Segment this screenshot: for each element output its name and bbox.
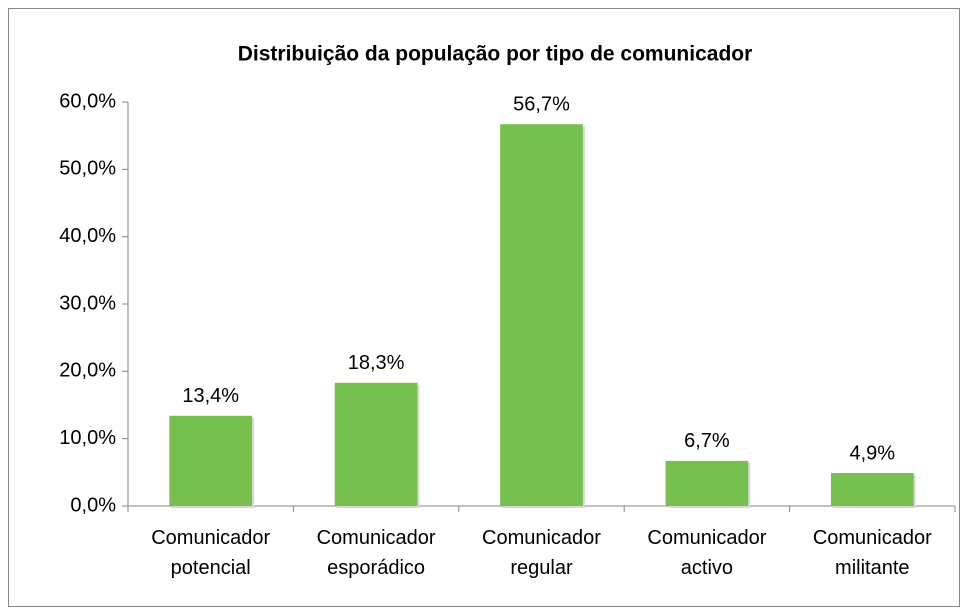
bar: [830, 473, 914, 506]
x-tick-label: Comunicador militante: [813, 527, 932, 579]
y-tick-label: 50,0%: [59, 158, 116, 180]
y-tick-label: 40,0%: [59, 225, 116, 247]
chart-title: Distribuição da população por tipo de co…: [238, 43, 753, 66]
bar: [665, 460, 749, 506]
bar: [334, 382, 418, 506]
data-label: 6,7%: [684, 430, 730, 452]
data-label: 18,3%: [348, 352, 405, 374]
data-label: 4,9%: [850, 442, 896, 464]
bar: [500, 124, 583, 506]
data-label: 56,7%: [513, 94, 570, 116]
y-tick-label: 0,0%: [70, 494, 116, 516]
data-label: 13,4%: [182, 385, 239, 407]
y-tick-label: 30,0%: [59, 292, 116, 314]
y-tick-label: 60,0%: [59, 90, 116, 112]
x-tick-label: Comunicador activo: [647, 527, 766, 579]
y-tick-label: 20,0%: [59, 360, 116, 382]
bar: [169, 415, 253, 506]
x-tick-label: Comunicador esporádico: [317, 527, 436, 579]
x-tick-label: Comunicador regular: [482, 527, 601, 579]
chart-border: [8, 8, 960, 607]
x-tick-label: Comunicador potencial: [151, 527, 270, 579]
y-tick-label: 10,0%: [59, 427, 116, 449]
